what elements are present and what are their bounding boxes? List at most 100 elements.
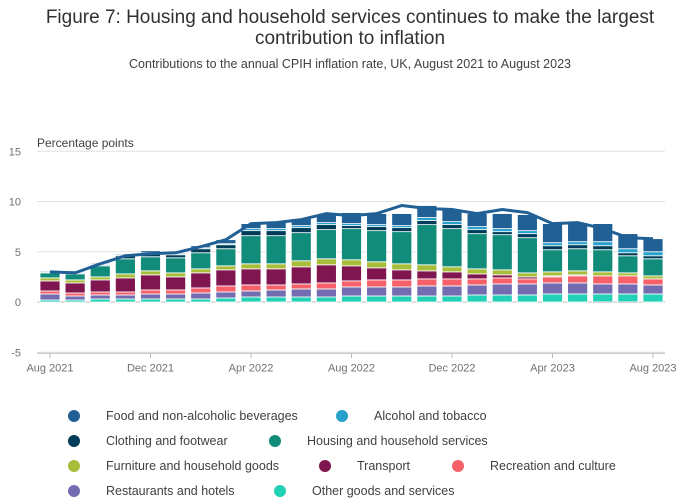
bar-segment	[341, 265, 362, 282]
bar-segment	[366, 267, 388, 281]
bar-segment	[617, 301, 639, 304]
bar-segment	[140, 289, 161, 295]
bar-segment	[290, 266, 312, 285]
bar-segment	[165, 293, 187, 300]
chart-subtitle: Contributions to the annual CPIH inflati…	[129, 57, 571, 71]
x-tick-label: Aug 2021	[26, 362, 73, 374]
bar-segment	[290, 232, 312, 262]
bar-segment	[114, 258, 136, 275]
bar-segment	[315, 264, 337, 284]
bar-segment	[466, 294, 488, 303]
bar-segment	[64, 282, 86, 294]
bar-segment	[491, 277, 513, 285]
bar-segment	[491, 228, 513, 233]
bar-segment	[165, 276, 187, 291]
bar-segment	[190, 298, 212, 303]
bar-segment	[315, 282, 337, 290]
bar-segment	[290, 260, 312, 268]
bar-segment	[542, 245, 563, 251]
bar-segment	[516, 230, 538, 235]
bar-segment	[341, 259, 362, 267]
bar-segment	[542, 242, 563, 247]
bar-segment	[466, 226, 488, 231]
bar-segment	[441, 266, 463, 273]
bar-segment	[617, 275, 639, 285]
line-layer	[49, 204, 654, 275]
bar-segment	[592, 241, 614, 247]
cpih-line	[49, 204, 654, 275]
bar-segment	[491, 231, 513, 236]
bar-segment	[215, 244, 237, 250]
bar-segment	[617, 272, 639, 277]
bar-segment	[190, 272, 212, 289]
bar-segment	[516, 233, 538, 239]
bar-segment	[592, 271, 614, 277]
bar-segment	[165, 272, 187, 278]
bar-segment	[190, 292, 212, 300]
bar-segment	[491, 274, 513, 279]
bar-segment	[642, 275, 664, 280]
bar-segment	[416, 278, 438, 287]
bar-segment	[416, 285, 438, 297]
bar-segment	[391, 286, 413, 297]
bar-segment	[240, 290, 262, 298]
bar-segment	[165, 289, 187, 295]
bar-segment	[114, 298, 136, 303]
bar-segment	[290, 283, 312, 290]
bar-segment	[416, 295, 438, 303]
bar-segment	[215, 269, 237, 287]
bar-segment	[617, 283, 639, 295]
bar-segment	[140, 298, 161, 303]
bar-segment	[516, 283, 538, 296]
bar-segment	[592, 301, 614, 304]
bar-segment	[366, 295, 388, 303]
bar-segment	[341, 286, 362, 297]
bar-segment	[89, 294, 111, 300]
bar-segment	[642, 238, 664, 253]
bar-segment	[265, 263, 287, 270]
bar-segment	[516, 272, 538, 278]
bar-segment	[140, 270, 161, 276]
bar-segment	[592, 249, 614, 273]
bar-segment	[491, 234, 513, 271]
bar-segment	[617, 252, 639, 257]
y-tick-label: 5	[15, 247, 21, 259]
bar-segment	[39, 293, 61, 301]
bar-segment	[315, 258, 337, 266]
bar-segment	[416, 224, 438, 266]
bar-segment	[39, 280, 61, 292]
bar-segment	[315, 224, 337, 231]
bar-segment	[215, 297, 237, 303]
bar-segment	[265, 289, 287, 298]
bar-segment	[542, 282, 563, 295]
x-tick-label: Dec 2022	[428, 362, 475, 374]
bar-segment	[114, 277, 136, 293]
bar-segment	[567, 293, 589, 303]
bar-segment	[114, 294, 136, 300]
bar-segment	[567, 282, 589, 295]
bar-segment	[165, 298, 187, 303]
bar-segment	[567, 275, 589, 284]
bar-segment	[215, 285, 237, 293]
bar-segment	[215, 265, 237, 271]
bar-segment	[64, 273, 86, 281]
bar-segment	[542, 293, 563, 303]
bar-segment	[265, 268, 287, 286]
bar-segment	[391, 269, 413, 281]
bar-segment	[391, 295, 413, 303]
bar-segment	[642, 251, 664, 257]
bar-segment	[240, 284, 262, 292]
bar-segment	[89, 279, 111, 293]
x-tick-label: Aug 2022	[328, 362, 375, 374]
bar-segment	[516, 278, 538, 285]
bar-segment	[592, 283, 614, 295]
bar-segment	[215, 291, 237, 299]
bar-segment	[642, 293, 664, 303]
bar-segment	[567, 241, 589, 246]
bar-segment	[567, 248, 589, 272]
y-tick-label: 15	[9, 146, 21, 158]
bar-segment	[567, 244, 589, 250]
bar-segment	[190, 252, 212, 270]
bar-segment	[516, 237, 538, 274]
